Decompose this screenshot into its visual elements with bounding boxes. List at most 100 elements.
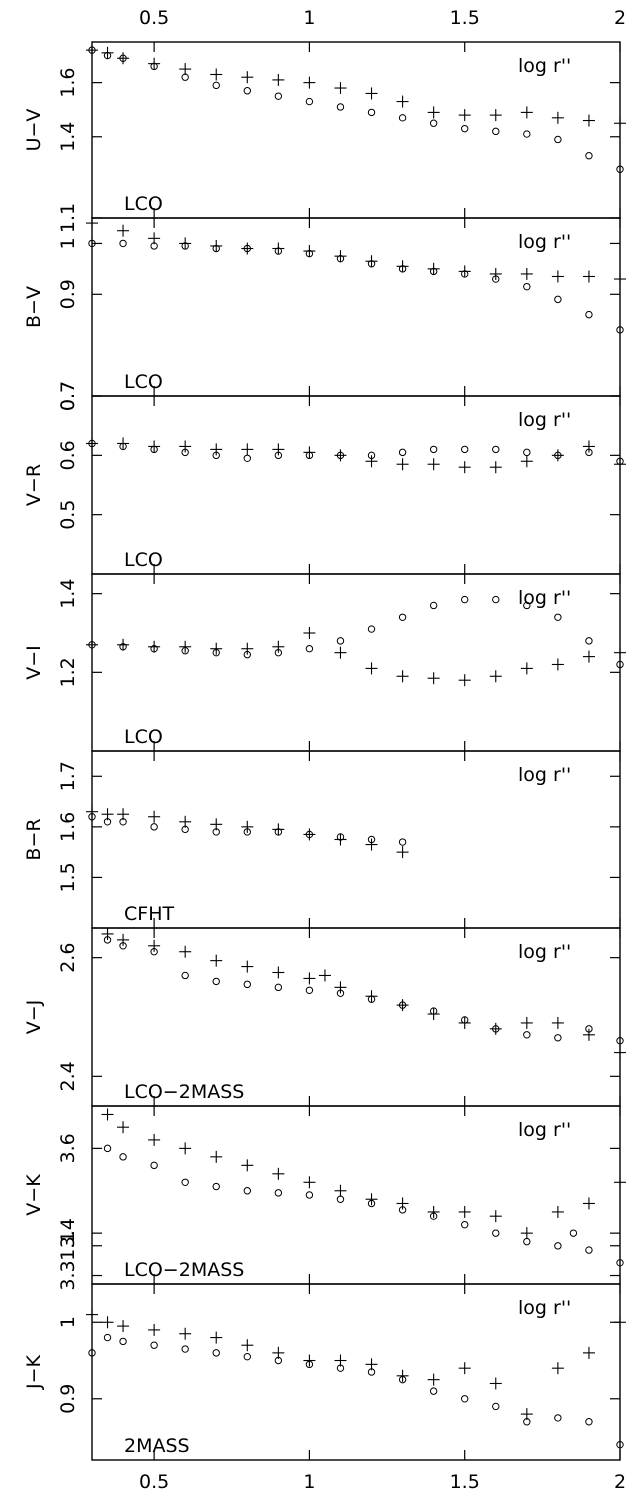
data-point-circle: [554, 613, 562, 621]
data-point-plus: [86, 44, 98, 57]
data-point-plus: [117, 638, 130, 651]
data-point-circle: [523, 601, 531, 610]
data-point-plus: [241, 71, 254, 84]
data-point-plus: [303, 828, 316, 841]
data-point-circle: [461, 1220, 469, 1229]
panel-frame: [91, 1283, 621, 1461]
data-point-circle: [585, 637, 593, 645]
data-point-plus: [272, 823, 285, 836]
data-point-circle: [492, 1402, 500, 1411]
data-point-plus: [365, 455, 378, 468]
y-tick-label: 2.4: [57, 1061, 79, 1091]
data-point-plus: [272, 242, 285, 255]
data-point-plus: [210, 1331, 223, 1344]
data-point-plus: [334, 981, 347, 994]
y-axis-label: V−R: [23, 464, 45, 506]
data-point-plus: [241, 443, 254, 456]
panel-source-label: LCO: [124, 726, 163, 748]
data-point-plus: [614, 1176, 626, 1189]
panel-7: 0.9 1 1.1 J−K 2MASS log r'': [23, 1231, 626, 1461]
data-point-plus: [86, 437, 98, 450]
x-axis-label: log r'': [518, 764, 571, 786]
data-point-plus: [582, 440, 595, 453]
data-point-plus: [396, 260, 409, 273]
data-point-circle: [103, 1333, 112, 1342]
y-tick-label: 1.1: [57, 203, 79, 233]
data-point-circle: [119, 239, 127, 248]
bottom-x-axis: 0.5 1 1.5 2: [139, 1471, 626, 1493]
data-point-circle: [616, 1259, 624, 1267]
data-point-plus: [520, 267, 533, 280]
data-point-plus: [551, 1205, 564, 1218]
data-point-plus: [396, 1197, 409, 1210]
data-point-circle: [616, 165, 624, 173]
data-point-plus: [520, 106, 533, 119]
data-point-circle: [367, 625, 376, 633]
data-point-plus: [365, 255, 378, 268]
data-point-circle: [554, 1414, 562, 1422]
data-point-circle: [585, 1246, 593, 1254]
y-tick-label: 1.7: [57, 761, 79, 791]
bottom-x-tick-label: 1: [303, 1471, 315, 1493]
panel-source-label: 2MASS: [124, 1435, 190, 1457]
data-point-plus: [148, 1133, 161, 1146]
y-axis-label: V−K: [23, 1174, 45, 1216]
data-point-plus: [582, 114, 595, 127]
data-point-plus: [148, 810, 161, 823]
data-point-plus: [117, 808, 130, 821]
data-point-circle: [103, 1144, 112, 1153]
data-point-plus: [427, 1373, 440, 1386]
data-point-circle: [88, 1349, 96, 1357]
top-x-tick-label: 2: [614, 7, 626, 29]
data-point-circle: [616, 1037, 624, 1045]
data-point-plus: [458, 674, 471, 687]
data-point-circle: [554, 295, 562, 304]
data-point-plus: [458, 461, 471, 474]
y-tick-label: 0.7: [57, 381, 79, 411]
data-point-plus: [101, 46, 114, 59]
data-point-plus: [334, 833, 347, 846]
data-point-circle: [429, 601, 438, 610]
data-point-plus: [241, 642, 254, 655]
data-point-circle: [492, 595, 500, 604]
top-x-tick-label: 1.5: [450, 7, 480, 29]
data-point-circle: [616, 1440, 624, 1449]
data-point-plus: [117, 52, 130, 65]
data-point-plus: [179, 1327, 192, 1340]
data-point-plus: [272, 443, 285, 456]
data-point-plus: [489, 1377, 502, 1390]
data-point-plus: [365, 990, 378, 1003]
data-point-plus: [334, 1354, 347, 1367]
data-point-plus: [179, 815, 192, 828]
data-point-plus: [241, 1339, 254, 1352]
y-tick-label: 1: [57, 1316, 79, 1328]
y-axis-label: V−J: [23, 1000, 45, 1035]
data-point-circle: [150, 823, 158, 831]
data-point-plus: [489, 1022, 502, 1035]
data-point-plus: [210, 68, 223, 81]
data-point-plus: [210, 1150, 223, 1163]
data-point-plus: [614, 273, 626, 286]
data-point-plus: [458, 1362, 471, 1375]
data-point-circle: [119, 1337, 127, 1346]
data-point-plus: [489, 109, 502, 122]
panel-source-label: LCO−2MASS: [124, 1081, 244, 1103]
data-point-plus: [86, 1308, 98, 1321]
data-point-circle: [336, 103, 345, 111]
data-point-plus: [520, 1227, 533, 1240]
y-tick-label: 3.3: [57, 1260, 79, 1290]
data-point-circle: [461, 124, 469, 133]
data-point-circle: [585, 310, 593, 319]
data-point-plus: [101, 1316, 114, 1329]
y-tick-label: 0.5: [57, 500, 79, 530]
data-point-plus: [396, 999, 409, 1012]
data-point-plus: [210, 954, 223, 967]
x-axis-label: log r'': [518, 231, 571, 253]
data-point-plus: [489, 1210, 502, 1223]
data-point-plus: [303, 446, 316, 459]
data-point-plus: [365, 1358, 378, 1371]
data-point-circle: [367, 108, 376, 117]
data-point-circle: [429, 119, 438, 127]
data-point-plus: [614, 458, 626, 471]
